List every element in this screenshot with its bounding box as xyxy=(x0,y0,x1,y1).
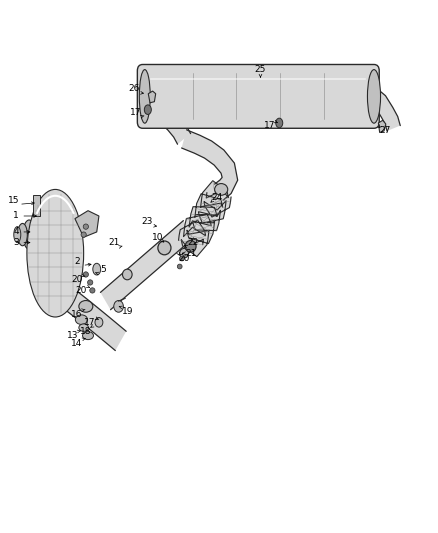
Ellipse shape xyxy=(180,256,184,261)
Text: 20: 20 xyxy=(76,286,87,295)
Text: 5: 5 xyxy=(100,265,106,273)
Text: 18: 18 xyxy=(80,327,92,336)
Ellipse shape xyxy=(81,232,86,237)
Text: 17: 17 xyxy=(85,318,96,327)
Polygon shape xyxy=(100,221,194,310)
Polygon shape xyxy=(179,181,231,256)
Text: 21: 21 xyxy=(185,249,196,258)
Ellipse shape xyxy=(93,263,101,275)
Text: 27: 27 xyxy=(379,126,391,135)
Text: 20: 20 xyxy=(178,254,190,263)
Text: 10: 10 xyxy=(152,233,164,242)
Ellipse shape xyxy=(185,240,196,252)
Text: 23: 23 xyxy=(141,217,153,226)
Text: 15: 15 xyxy=(8,196,20,205)
Text: 14: 14 xyxy=(71,339,83,348)
Ellipse shape xyxy=(18,223,27,246)
Ellipse shape xyxy=(145,105,151,115)
Polygon shape xyxy=(148,91,155,103)
Ellipse shape xyxy=(75,315,88,325)
Text: 25: 25 xyxy=(255,66,266,74)
Ellipse shape xyxy=(79,324,88,332)
Text: 26: 26 xyxy=(128,84,140,93)
Ellipse shape xyxy=(139,70,150,123)
FancyBboxPatch shape xyxy=(138,64,379,128)
Bar xyxy=(33,195,40,216)
Ellipse shape xyxy=(123,269,132,280)
Polygon shape xyxy=(155,103,191,144)
Text: 17: 17 xyxy=(130,108,142,117)
Polygon shape xyxy=(182,130,238,200)
Ellipse shape xyxy=(114,301,124,312)
Polygon shape xyxy=(370,90,400,131)
Ellipse shape xyxy=(83,224,88,229)
Ellipse shape xyxy=(158,241,171,255)
Polygon shape xyxy=(75,211,99,237)
Text: 2: 2 xyxy=(74,257,80,265)
Ellipse shape xyxy=(215,183,228,195)
Ellipse shape xyxy=(14,227,21,243)
Ellipse shape xyxy=(23,220,35,249)
Text: 24: 24 xyxy=(211,193,223,202)
Text: 21: 21 xyxy=(109,238,120,247)
Ellipse shape xyxy=(82,332,93,340)
Ellipse shape xyxy=(276,118,283,128)
Text: 16: 16 xyxy=(71,310,83,319)
Ellipse shape xyxy=(88,280,93,285)
Text: 20: 20 xyxy=(71,275,83,284)
Text: 4: 4 xyxy=(13,228,19,237)
Ellipse shape xyxy=(27,189,84,317)
Ellipse shape xyxy=(180,248,188,258)
Text: 1: 1 xyxy=(13,212,19,221)
Text: 19: 19 xyxy=(122,307,133,316)
Text: 3: 3 xyxy=(13,238,19,247)
Ellipse shape xyxy=(95,318,103,327)
Polygon shape xyxy=(63,288,126,351)
Ellipse shape xyxy=(79,301,93,312)
Ellipse shape xyxy=(83,272,88,277)
Text: 13: 13 xyxy=(67,331,78,340)
Ellipse shape xyxy=(90,288,95,293)
Text: 17: 17 xyxy=(264,121,275,130)
Ellipse shape xyxy=(177,264,182,269)
Text: 22: 22 xyxy=(187,238,198,247)
Polygon shape xyxy=(378,120,386,133)
Ellipse shape xyxy=(367,70,381,123)
